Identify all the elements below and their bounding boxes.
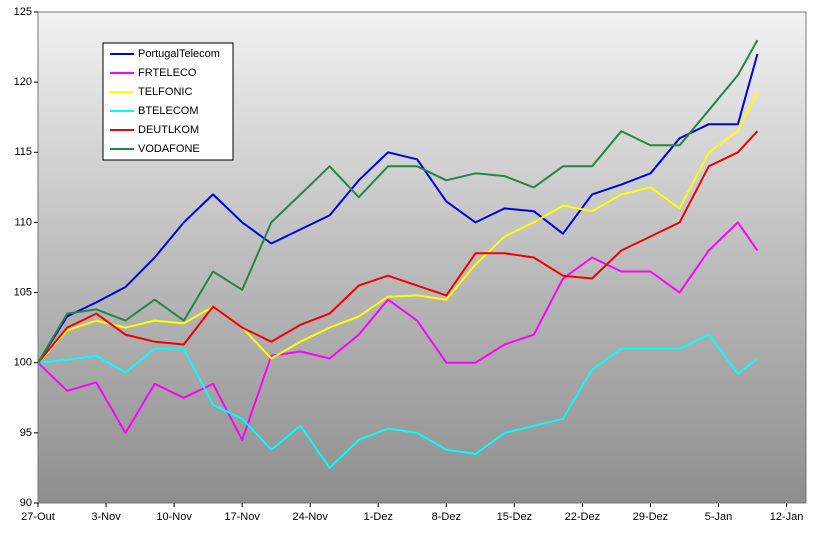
y-tick-label: 90 [20,497,32,509]
legend-label: FRTELECO [138,67,197,79]
x-tick-label: 10-Nov [156,511,192,523]
legend-label: PortugalTelecom [138,48,220,60]
legend-label: DEUTLKOM [138,124,199,136]
x-tick-label: 12-Jan [770,511,804,523]
series-line [37,221,759,441]
series-line [37,333,759,469]
x-tick-label: 17-Nov [224,511,260,523]
x-tick-label: 1-Dez [364,511,393,523]
x-tick-label: 29-Dez [633,511,668,523]
y-tick-label: 125 [14,6,32,18]
y-tick-label: 100 [14,357,32,369]
legend-label: TELFONIC [138,86,192,98]
y-tick-label: 105 [14,286,32,298]
x-tick-label: 3-Nov [91,511,121,523]
legend-label: BTELECOM [138,105,199,117]
x-tick-label: 24-Nov [292,511,328,523]
y-tick-label: 95 [20,427,32,439]
y-tick-label: 110 [14,216,32,228]
x-tick-label: 22-Dez [565,511,600,523]
series-line [37,91,759,364]
series-line [37,53,759,364]
legend-label: VODAFONE [138,143,200,155]
series-line [37,130,759,364]
legend [102,42,234,161]
x-tick-label: 15-Dez [497,511,532,523]
x-tick-label: 27-Out [21,511,55,523]
x-tick-label: 8-Dez [432,511,461,523]
x-tick-label: 5-Jan [705,511,733,523]
series-line [37,39,759,364]
y-tick-label: 115 [14,146,32,158]
y-tick-label: 120 [14,76,32,88]
